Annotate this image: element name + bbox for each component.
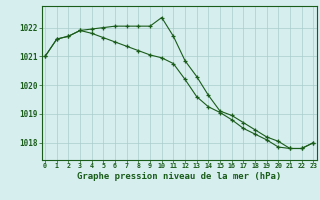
- X-axis label: Graphe pression niveau de la mer (hPa): Graphe pression niveau de la mer (hPa): [77, 172, 281, 181]
